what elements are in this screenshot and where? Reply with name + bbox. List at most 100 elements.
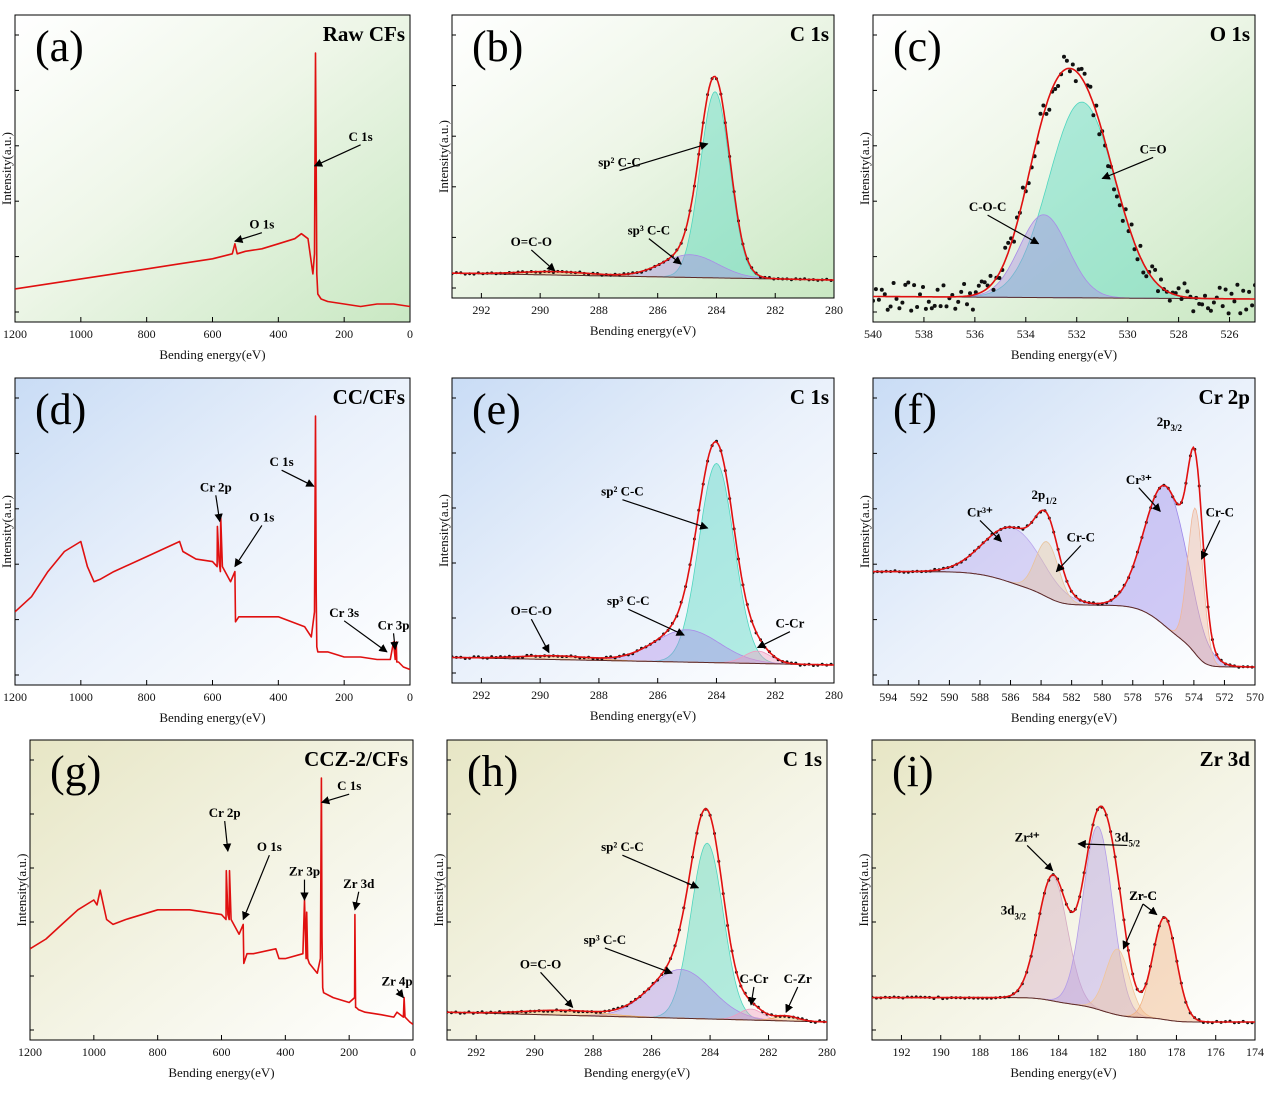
x-tick-label: 200 — [340, 1045, 358, 1059]
annotation-label: O 1s — [257, 839, 282, 854]
data-point — [1117, 203, 1122, 208]
annotation-label: Zr-C — [1129, 888, 1157, 903]
annotation-label: C-Cr — [739, 971, 768, 986]
x-tick-label: 176 — [1207, 1045, 1225, 1059]
panel-i: (i) Zr 3d 192 190 188 186 184 182 180 178 176 174 Be… — [856, 739, 1264, 1080]
annotation-arrow — [1101, 156, 1154, 180]
x-tick-label: 594 — [879, 690, 897, 704]
data-point — [1217, 285, 1222, 290]
annotation-arrow — [622, 854, 700, 889]
data-point — [1082, 71, 1087, 76]
data-point — [1144, 274, 1149, 279]
x-tick-label: 530 — [1119, 327, 1137, 341]
data-point — [1208, 308, 1213, 313]
data-point — [1182, 281, 1187, 286]
data-point — [1185, 289, 1190, 294]
annotation-arrow — [748, 986, 757, 1006]
annotation-arrow — [530, 249, 556, 272]
annotation-label: Cr-C — [1067, 530, 1095, 545]
spectrum-line — [30, 777, 413, 1026]
panel-label: (i) — [892, 747, 934, 796]
data-point — [903, 282, 908, 287]
annotation-subscript: 5/2 — [1128, 838, 1140, 848]
x-tick-label: 288 — [590, 303, 608, 317]
data-point — [941, 283, 946, 288]
annotation-arrow — [530, 618, 550, 654]
baseline — [452, 657, 834, 666]
x-tick-label: 182 — [1089, 1045, 1107, 1059]
x-tick-label: 192 — [892, 1045, 910, 1059]
annotation-label: O 1s — [249, 509, 274, 524]
data-point — [1012, 239, 1016, 244]
x-tick-label: 1000 — [69, 690, 93, 704]
annotation-arrow — [648, 238, 682, 265]
annotation-label: Cr 2p — [209, 805, 241, 820]
data-point — [1150, 264, 1155, 269]
y-axis-label: Intensity(a.u.) — [857, 132, 872, 205]
x-tick-label: 576 — [1154, 690, 1172, 704]
data-point — [873, 298, 875, 303]
x-tick-label: 1000 — [82, 1045, 106, 1059]
x-tick-label: 0 — [407, 327, 413, 341]
x-tick-label: 290 — [531, 303, 549, 317]
panel-title: Zr 3d — [1200, 747, 1251, 771]
data-point — [1120, 218, 1125, 223]
panel-label: (c) — [893, 22, 942, 71]
x-tick-label: 284 — [707, 688, 725, 702]
y-axis-label: Intensity(a.u.) — [431, 854, 446, 927]
x-tick-label: 292 — [472, 303, 490, 317]
x-tick-label: 280 — [818, 1045, 836, 1059]
data-point — [1229, 291, 1234, 296]
plot-area — [29, 739, 414, 1041]
annotation-label: C 1s — [337, 778, 361, 793]
y-axis-label: Intensity(a.u.) — [857, 495, 872, 568]
data-point — [1250, 303, 1255, 308]
plot-content — [30, 777, 413, 1026]
x-tick-label: 580 — [1093, 690, 1111, 704]
x-axis-label: Bending energy(eV) — [590, 708, 696, 723]
x-axis-label: Bending energy(eV) — [168, 1065, 274, 1080]
data-point — [1091, 113, 1096, 118]
data-point — [1244, 307, 1249, 312]
data-point — [968, 291, 972, 296]
data-point — [1241, 288, 1246, 293]
data-point — [1153, 267, 1158, 272]
plot-area — [872, 377, 1256, 686]
x-axis-label: Bending energy(eV) — [590, 323, 696, 338]
x-axis-label: Bending energy(eV) — [1010, 1065, 1116, 1080]
data-point — [938, 304, 943, 309]
x-tick-label: 288 — [584, 1045, 602, 1059]
data-points — [873, 54, 1255, 316]
x-tick-label: 284 — [701, 1045, 719, 1059]
annotation-label: Cr-C — [1206, 504, 1234, 519]
x-tick-label: 800 — [138, 327, 156, 341]
data-point — [885, 307, 890, 312]
data-point — [1235, 282, 1240, 287]
data-point — [944, 304, 949, 309]
data-point — [1053, 87, 1058, 91]
data-point — [1167, 298, 1172, 303]
panel-label: (h) — [467, 747, 518, 796]
data-point — [991, 287, 996, 292]
x-tick-label: 528 — [1170, 327, 1188, 341]
x-tick-label: 536 — [966, 327, 984, 341]
annotation-label: sp³ C-C — [584, 932, 627, 947]
spectrum-line — [15, 52, 410, 308]
plot-content — [15, 52, 410, 308]
data-point — [1132, 247, 1137, 252]
data-point — [894, 296, 899, 301]
data-point — [1211, 300, 1216, 305]
data-point — [1156, 289, 1160, 294]
data-point — [1247, 289, 1252, 294]
annotation-subscript: 1/2 — [1045, 496, 1057, 506]
plot-area — [14, 14, 411, 323]
x-axis-label: Bending energy(eV) — [1011, 710, 1117, 725]
x-tick-label: 572 — [1215, 690, 1233, 704]
plot-area — [872, 14, 1256, 323]
annotation-arrow — [395, 989, 404, 999]
panel-title: Cr 2p — [1198, 385, 1250, 409]
spectrum-line — [15, 415, 410, 671]
x-tick-label: 584 — [1032, 690, 1050, 704]
plot-content — [873, 445, 1255, 669]
